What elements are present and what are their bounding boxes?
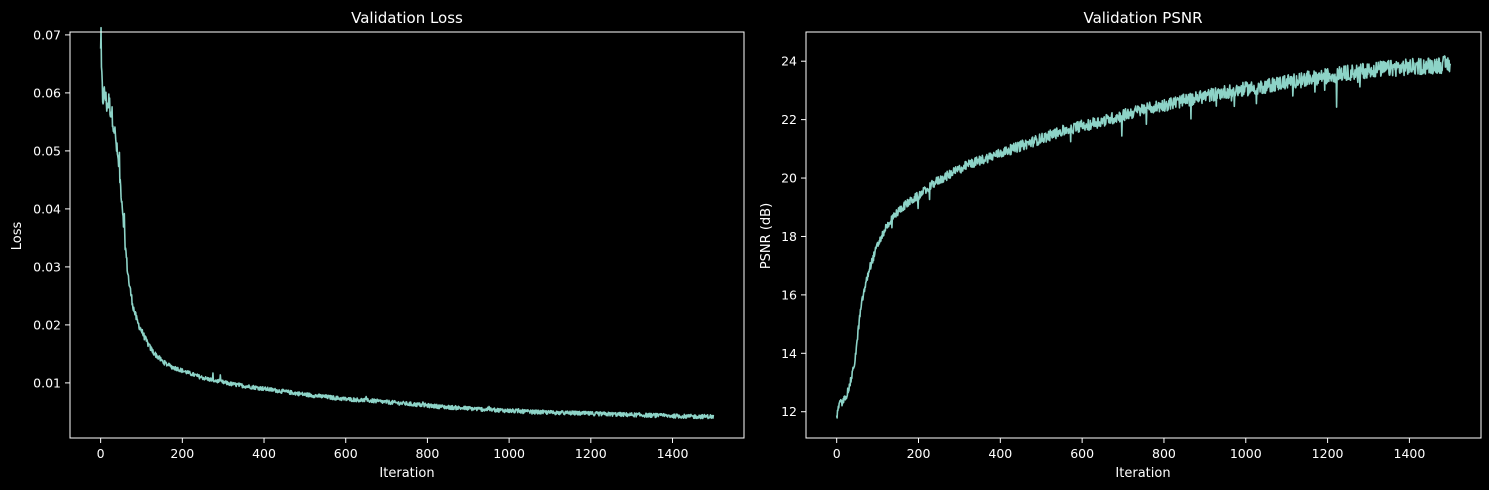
loss-x-tick-label-5: 1000	[493, 446, 525, 461]
psnr-y-tick-label-5: 22	[781, 112, 797, 127]
psnr-axes-frame	[805, 31, 1482, 439]
psnr-x-tick-label-4: 800	[1152, 446, 1176, 461]
loss-x-tick-label-7: 1400	[657, 446, 689, 461]
psnr-y-tick-label-3: 18	[781, 229, 797, 244]
loss-x-tick-label-2: 400	[252, 446, 276, 461]
psnr-x-tick-label-3: 600	[1070, 446, 1094, 461]
psnr-x-tick-label-0: 0	[833, 446, 841, 461]
psnr-x-tick-label-5: 1000	[1230, 446, 1262, 461]
psnr-x-tick-label-1: 200	[907, 446, 931, 461]
psnr-x-tick-label-6: 1200	[1312, 446, 1344, 461]
loss-chart: Validation Loss Iteration Loss 0 200 400 60…	[10, 9, 745, 481]
loss-x-tick-label-6: 1200	[575, 446, 607, 461]
loss-series-line-0	[99, 26, 715, 420]
loss-y-tick-label-4: 0.05	[33, 143, 61, 158]
psnr-series-line-0	[835, 55, 1452, 419]
loss-y-tick-label-3: 0.04	[33, 201, 61, 216]
loss-x-tick-label-4: 800	[415, 446, 439, 461]
loss-x-tick-label-3: 600	[334, 446, 358, 461]
psnr-chart-title: Validation PSNR	[1083, 9, 1202, 27]
loss-y-axis-label: Loss	[10, 222, 25, 251]
psnr-y-tick-label-1: 14	[781, 346, 797, 361]
loss-y-tick-label-1: 0.02	[33, 317, 61, 332]
loss-x-tick-label-1: 200	[170, 446, 194, 461]
loss-x-axis-label: Iteration	[379, 466, 434, 481]
psnr-y-tick-label-4: 20	[781, 171, 797, 186]
psnr-y-axis-label: PSNR (dB)	[759, 203, 774, 269]
loss-y-tick-label-2: 0.03	[33, 259, 61, 274]
loss-y-tick-label-0: 0.01	[33, 375, 61, 390]
loss-axes-frame	[69, 31, 745, 439]
loss-y-tick-label-5: 0.06	[33, 85, 61, 100]
psnr-x-tick-label-2: 400	[988, 446, 1012, 461]
psnr-plot-area: 0 200 400 600 800 1000 1200 1400 12 14 16 18 20 22 24	[781, 31, 1482, 461]
loss-plot-area: 0 200 400 600 800 1000 1200 1400 0.01 0.02 0.03 0.0…	[33, 26, 745, 461]
psnr-y-tick-label-0: 12	[781, 404, 797, 419]
loss-chart-title: Validation Loss	[351, 9, 463, 27]
psnr-y-tick-label-2: 16	[781, 287, 797, 302]
loss-x-tick-label-0: 0	[97, 446, 105, 461]
psnr-x-axis-label: Iteration	[1115, 466, 1170, 481]
psnr-x-tick-label-7: 1400	[1394, 446, 1426, 461]
psnr-y-tick-label-6: 24	[781, 54, 797, 69]
loss-y-tick-label-6: 0.07	[33, 27, 61, 42]
psnr-chart: Validation PSNR Iteration PSNR (dB) 0 200…	[759, 9, 1482, 481]
